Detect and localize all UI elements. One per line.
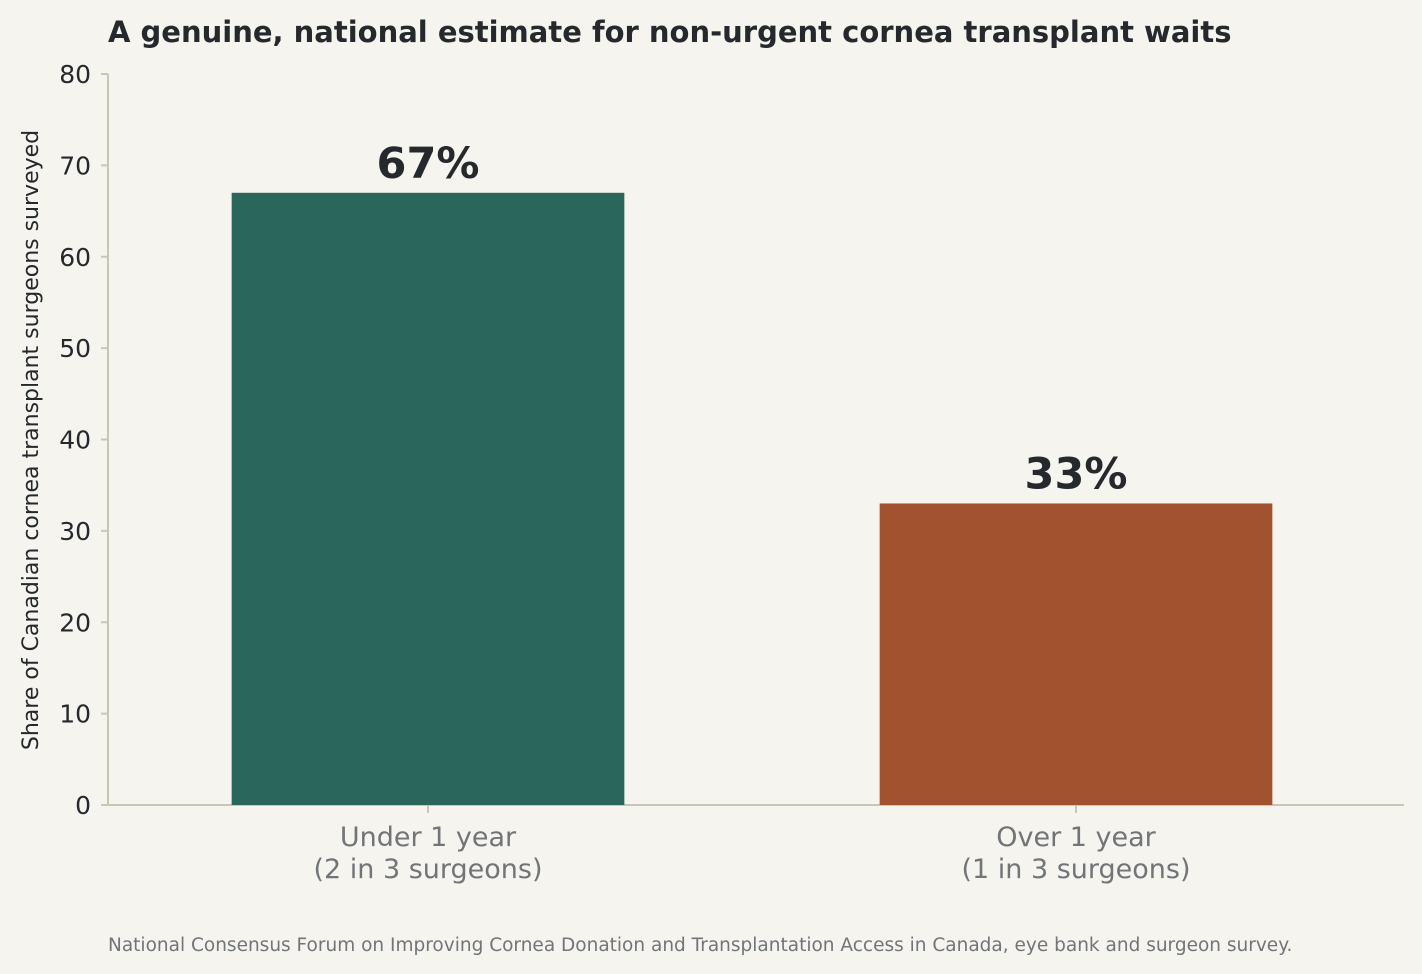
x-tick-label: Over 1 year bbox=[996, 822, 1156, 853]
x-tick-label: Under 1 year bbox=[340, 822, 517, 853]
chart-title: A genuine, national estimate for non-urg… bbox=[108, 15, 1231, 49]
y-tick-label: 60 bbox=[59, 243, 91, 272]
source-note: National Consensus Forum on Improving Co… bbox=[108, 935, 1292, 956]
data-label: 67% bbox=[377, 139, 480, 189]
bars bbox=[231, 192, 1273, 806]
y-tick-label: 20 bbox=[59, 608, 91, 637]
y-tick-label: 70 bbox=[59, 151, 91, 180]
bar bbox=[231, 192, 625, 806]
x-tick-label: (2 in 3 surgeons) bbox=[313, 854, 542, 885]
y-tick-label: 40 bbox=[59, 426, 91, 455]
bar bbox=[879, 503, 1273, 805]
y-tick-label: 50 bbox=[59, 334, 91, 363]
y-tick-label: 0 bbox=[75, 791, 91, 820]
x-tick-label: (1 in 3 surgeons) bbox=[961, 854, 1190, 885]
y-tick-label: 80 bbox=[59, 60, 91, 89]
value-labels: 67% 33% bbox=[377, 139, 1128, 500]
y-axis-label: Share of Canadian cornea transplant surg… bbox=[19, 130, 44, 750]
y-axis: 0 10 20 30 40 50 60 70 80 bbox=[59, 60, 109, 820]
y-tick-label: 10 bbox=[59, 700, 91, 729]
x-axis: Under 1 year(2 in 3 surgeons) Over 1 year… bbox=[108, 804, 1404, 885]
y-tick-label: 30 bbox=[59, 517, 91, 546]
data-label: 33% bbox=[1025, 449, 1128, 499]
